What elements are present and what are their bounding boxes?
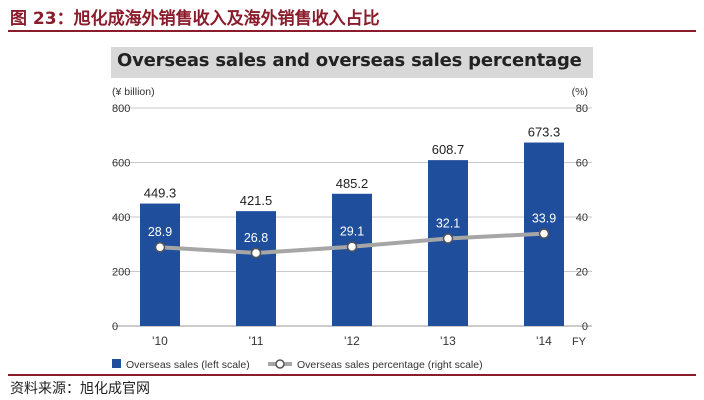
left-axis-tick-label: 800 — [112, 103, 130, 115]
bar — [236, 211, 276, 326]
x-tick-label: '13 — [440, 334, 456, 348]
bar — [140, 203, 180, 326]
right-axis-tick-label: 20 — [576, 267, 588, 279]
bar — [332, 193, 372, 326]
figure-title: 图 23：旭化成海外销售收入及海外销售收入占比 — [10, 9, 380, 29]
chart-title-band — [111, 47, 593, 78]
left-axis-tick-label: 400 — [112, 212, 130, 224]
right-axis-tick-label: 60 — [576, 158, 588, 170]
legend-line-label: Overseas sales percentage (right scale) — [297, 359, 483, 371]
bar-value-label: 673.3 — [528, 125, 561, 140]
right-axis-tick-label: 80 — [576, 103, 588, 115]
legend-bar-label: Overseas sales (left scale) — [126, 359, 250, 371]
right-axis-tick-label: 40 — [576, 212, 588, 224]
chart-title: Overseas sales and overseas sales percen… — [117, 50, 582, 71]
bar-value-label: 608.7 — [432, 142, 465, 157]
title-divider — [8, 30, 696, 32]
left-axis-tick-label: 0 — [112, 321, 118, 333]
right-axis-tick-label: 0 — [582, 321, 588, 333]
line-point — [250, 247, 262, 259]
left-axis-unit: (¥ billion) — [112, 86, 155, 98]
line-point — [346, 241, 358, 252]
left-axis-tick-label: 600 — [112, 158, 130, 170]
footer-divider — [8, 374, 696, 376]
bar-value-label: 421.5 — [240, 193, 273, 208]
left-axis-tick-label: 200 — [112, 267, 130, 279]
x-tick-label: '14 — [536, 334, 552, 348]
line-value-label: 28.9 — [148, 225, 172, 239]
line-value-label: 32.1 — [436, 217, 460, 231]
line-point — [442, 233, 454, 244]
line-value-label: 29.1 — [340, 225, 364, 239]
x-axis-unit: FY — [572, 336, 587, 348]
legend-line-marker — [275, 359, 285, 369]
line-value-label: 26.8 — [244, 231, 268, 245]
x-tick-label: '11 — [249, 334, 264, 348]
source-note: 资料来源：旭化成官网 — [10, 381, 150, 397]
x-tick-label: '10 — [152, 334, 168, 348]
line-point — [154, 241, 166, 253]
bar-value-label: 449.3 — [144, 186, 177, 201]
x-tick-label: '12 — [344, 334, 360, 348]
line-value-label: 33.9 — [532, 212, 556, 226]
right-axis-unit: (%) — [572, 86, 588, 98]
bar-value-label: 485.2 — [336, 176, 369, 191]
legend-bar-swatch — [112, 359, 121, 368]
line-point — [538, 228, 550, 239]
